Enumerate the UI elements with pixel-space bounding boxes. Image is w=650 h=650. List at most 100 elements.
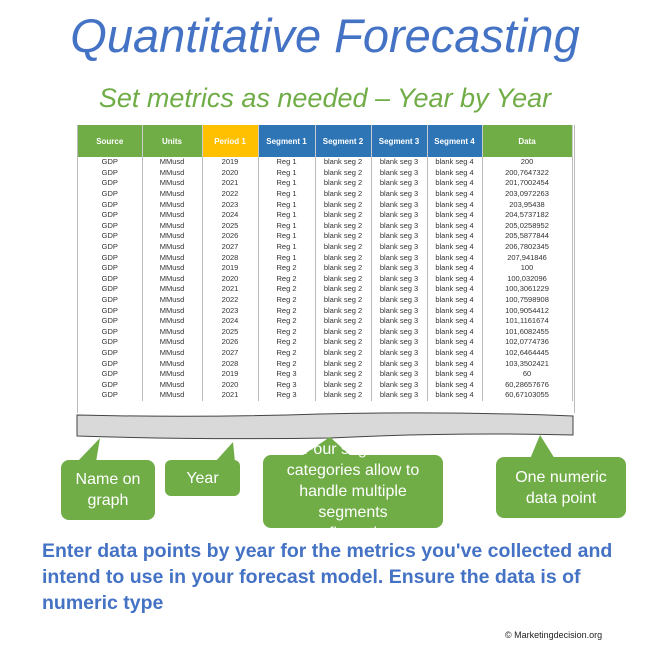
table-cell: 102,6464445: [482, 347, 573, 359]
table-cell: 201,7002454: [482, 178, 573, 189]
table-cell: Reg 1: [258, 178, 316, 189]
table-cell: blank seg 2: [315, 199, 372, 210]
table-cell: GDP: [78, 390, 143, 401]
callout-pointer-segments: [300, 437, 352, 457]
table-cell: MMusd: [142, 273, 203, 285]
callout-name-on-graph: Name on graph: [75, 471, 141, 509]
table-cell: 60,28657676: [482, 379, 573, 391]
table-cell: GDP: [78, 167, 143, 179]
column-header-source: Source: [78, 125, 143, 157]
table-cell: Reg 1: [258, 241, 316, 253]
table-cell: GDP: [78, 199, 143, 210]
table-cell: GDP: [78, 273, 143, 285]
table-cell: GDP: [78, 188, 143, 200]
page-subtitle: Set metrics as needed – Year by Year: [98, 83, 552, 113]
table-cell: 2021: [202, 178, 259, 189]
table-cell: GDP: [78, 315, 143, 327]
table-cell: GDP: [78, 157, 143, 168]
table-cell: blank seg 2: [315, 379, 372, 391]
table-cell: 2021: [202, 284, 259, 295]
table-cell: 100,7598908: [482, 294, 573, 306]
table-cell: blank seg 2: [315, 188, 372, 200]
callout-pointer-data: [530, 435, 555, 459]
table-cell: 2025: [202, 220, 259, 232]
table-cell: 60,67103055: [482, 390, 573, 401]
table-cell: 100,9054412: [482, 305, 573, 316]
callout-pointer-name: [77, 438, 100, 462]
table-cell: 2019: [202, 157, 259, 168]
table-cell: 2028: [202, 252, 259, 263]
column-header-segment-1: Segment 1: [258, 125, 316, 157]
table-cell: MMusd: [142, 209, 203, 221]
table-cell: Reg 2: [258, 337, 316, 348]
callout-box-data: [496, 457, 626, 518]
table-cell: Reg 2: [258, 284, 316, 295]
table-cell: MMusd: [142, 188, 203, 200]
table-cell: blank seg 3: [371, 347, 428, 359]
table-cell: Reg 1: [258, 252, 316, 263]
callout-data-point: One numeric data point: [515, 468, 607, 507]
table-cell: 206,7802345: [482, 241, 573, 253]
table-cell: 2022: [202, 294, 259, 306]
table-cell: Reg 2: [258, 305, 316, 316]
table-cell: 2023: [202, 305, 259, 316]
table-cell: MMusd: [142, 241, 203, 253]
table-cell: blank seg 3: [371, 358, 428, 369]
table-cell: blank seg 4: [427, 315, 483, 327]
table-cell: Reg 3: [258, 379, 316, 391]
table-cell: MMusd: [142, 368, 203, 380]
callout-box-segments: [263, 455, 443, 528]
table-cell: blank seg 3: [371, 252, 428, 263]
table-cell: blank seg 2: [315, 241, 372, 253]
table-cell: blank seg 4: [427, 241, 483, 253]
table-cell: 203,0972263: [482, 188, 573, 200]
table-cell: 2026: [202, 337, 259, 348]
table-cell: blank seg 3: [371, 199, 428, 210]
table-cell: MMusd: [142, 157, 203, 168]
table-cell: Reg 1: [258, 231, 316, 242]
table-cell: blank seg 2: [315, 231, 372, 242]
table-cell: blank seg 3: [371, 157, 428, 168]
table-cell: blank seg 3: [371, 390, 428, 401]
table-cell: blank seg 4: [427, 273, 483, 285]
table-cell: 2021: [202, 390, 259, 401]
table-cell: 101,6082455: [482, 326, 573, 338]
table-cell: blank seg 4: [427, 262, 483, 274]
table-cell: 2028: [202, 358, 259, 369]
table-cell: Reg 2: [258, 315, 316, 327]
table-cell: blank seg 4: [427, 326, 483, 338]
table-cell: Reg 2: [258, 358, 316, 369]
callout-year: Year: [186, 469, 219, 487]
table-cell: GDP: [78, 231, 143, 242]
table-cell: Reg 3: [258, 390, 316, 401]
table-cell: Reg 1: [258, 188, 316, 200]
table-cell: 205,5877844: [482, 231, 573, 242]
table-cell: blank seg 2: [315, 390, 372, 401]
table-cell: MMusd: [142, 231, 203, 242]
table-cell: MMusd: [142, 379, 203, 391]
table-cell: MMusd: [142, 178, 203, 189]
table-cell: blank seg 4: [427, 199, 483, 210]
table-cell: GDP: [78, 252, 143, 263]
table-cell: blank seg 3: [371, 231, 428, 242]
table-cell: 100,3061229: [482, 284, 573, 295]
copyright: © Marketingdecision.org: [505, 630, 603, 640]
table-cell: GDP: [78, 262, 143, 274]
table-cell: blank seg 2: [315, 368, 372, 380]
table-cell: 101,1161674: [482, 315, 573, 327]
table-cell: MMusd: [142, 305, 203, 316]
table-cell: 103,3502421: [482, 358, 573, 369]
table-cell: Reg 1: [258, 199, 316, 210]
table-cell: MMusd: [142, 337, 203, 348]
table-cell: MMusd: [142, 220, 203, 232]
